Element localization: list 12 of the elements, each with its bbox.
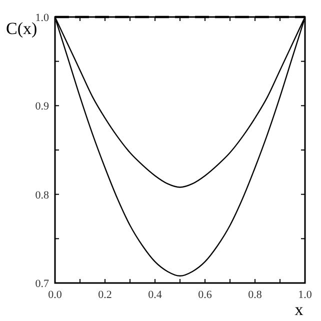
y-tick-label: 1.0 [35, 12, 50, 24]
y-tick-label: 0.7 [35, 278, 50, 290]
x-tick-label: 0.8 [248, 289, 262, 301]
y-axis-title: C(x) [6, 19, 38, 38]
x-tick-label: 0.0 [48, 289, 62, 301]
x-tick-label: 0.2 [98, 289, 112, 301]
y-tick-label: 0.9 [35, 100, 50, 113]
x-tick-label: 0.4 [148, 289, 162, 301]
x-tick-label: 1.0 [298, 289, 312, 301]
x-tick-label: 0.6 [198, 289, 212, 301]
y-tick-label: 0.8 [35, 189, 50, 202]
x-axis-title: x [294, 300, 304, 319]
